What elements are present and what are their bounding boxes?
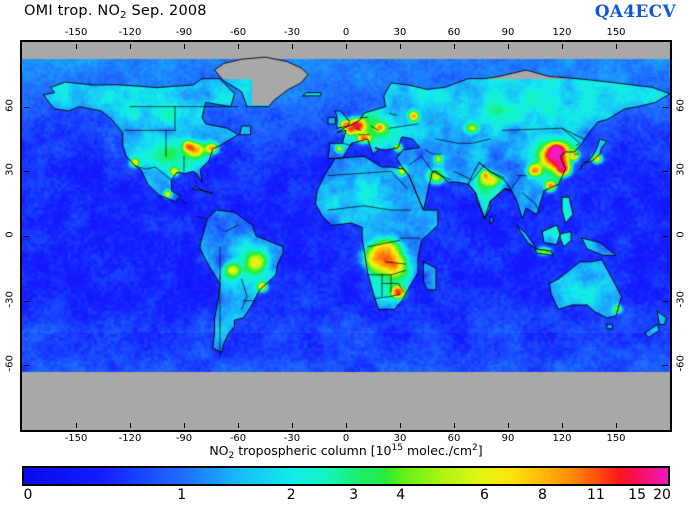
lon-label-top: -60	[229, 27, 247, 38]
lon-tick	[184, 44, 185, 49]
lon-tick	[346, 423, 347, 428]
colorbar-tick-label: 6	[479, 487, 489, 503]
lon-label-top: 120	[552, 27, 572, 38]
lon-label-bottom: 90	[501, 433, 515, 444]
lon-label-top: 60	[447, 27, 461, 38]
lon-tick	[400, 423, 401, 428]
lon-label-bottom: -30	[283, 433, 301, 444]
caption-molec: molec./cm	[402, 443, 473, 458]
caption-close: ]	[477, 443, 483, 458]
lat-label-right: 30	[675, 163, 687, 177]
lon-tick	[616, 44, 617, 49]
colorbar-tick-label: 0	[23, 487, 33, 503]
lon-tick	[508, 44, 509, 49]
lon-label-top: -90	[175, 27, 193, 38]
lat-label-left: -30	[4, 290, 16, 308]
lon-tick	[76, 44, 77, 49]
caption-no: NO	[209, 443, 229, 458]
lat-label-right: 60	[675, 98, 687, 112]
lat-label-right: -30	[675, 290, 687, 308]
lon-label-top: 0	[342, 27, 350, 38]
title-text: OMI trop. NO	[24, 3, 121, 19]
caption-mid: tropospheric column [10	[234, 443, 392, 458]
lon-tick	[184, 423, 185, 428]
lon-label-bottom: 120	[552, 433, 572, 444]
colorbar-tick-label: 2	[286, 487, 296, 503]
lon-tick	[454, 44, 455, 49]
lon-label-top: 30	[393, 27, 407, 38]
colorbar-caption: NO2 tropospheric column [1015 molec./cm2…	[209, 443, 483, 461]
lat-label-left: -60	[4, 355, 16, 372]
lon-tick	[238, 423, 239, 428]
lat-tick	[24, 106, 29, 108]
lat-tick	[663, 236, 668, 237]
caption-exp2: 2	[472, 443, 478, 453]
lon-tick	[346, 44, 347, 49]
lon-label-top: -30	[283, 27, 301, 38]
title-subscript: 2	[120, 10, 127, 21]
lat-label-left: 0	[4, 231, 16, 238]
caption-exp15: 15	[391, 443, 403, 453]
lon-tick	[616, 423, 617, 428]
lon-label-top: 90	[501, 27, 515, 38]
lon-label-bottom: -60	[229, 433, 247, 444]
lat-tick	[663, 300, 668, 302]
lat-label-left: 60	[4, 98, 16, 112]
colorbar-tick-label: 11	[586, 487, 605, 503]
colorbar-tick-label: 4	[396, 487, 406, 503]
colorbar-tick-label: 20	[653, 487, 671, 503]
lon-tick	[238, 44, 239, 49]
colorbar-tick-label: 8	[537, 487, 547, 503]
lat-tick	[24, 365, 29, 367]
lon-label-bottom: -120	[118, 433, 142, 444]
map-plot-area[interactable]	[20, 40, 672, 432]
colorbar-tick-label: 1	[177, 487, 187, 503]
lon-tick	[508, 423, 509, 428]
colorbar[interactable]	[22, 466, 670, 486]
lat-label-right: 0	[675, 231, 687, 238]
lon-label-bottom: -150	[64, 433, 88, 444]
lon-label-bottom: 150	[606, 433, 626, 444]
lat-label-left: 30	[4, 163, 16, 177]
lat-tick	[663, 365, 668, 367]
lon-tick	[562, 44, 563, 49]
qa4ecv-logo: QA4ECV	[594, 2, 676, 22]
lon-tick	[400, 44, 401, 49]
page-title: OMI trop. NO2 Sep. 2008	[24, 3, 207, 21]
title-date: Sep. 2008	[126, 3, 207, 19]
lon-label-bottom: 60	[447, 433, 461, 444]
lat-label-right: -60	[675, 355, 687, 372]
lon-label-bottom: 30	[393, 433, 407, 444]
lon-tick	[76, 423, 77, 428]
lon-label-bottom: -90	[175, 433, 193, 444]
caption-sub2: 2	[228, 451, 235, 461]
lon-label-top: 150	[606, 27, 626, 38]
lon-tick	[292, 44, 293, 49]
lat-tick	[24, 236, 29, 237]
lon-label-top: -120	[118, 27, 142, 38]
colorbar-gradient	[24, 468, 668, 484]
lon-label-bottom: 0	[342, 433, 350, 444]
no2-heatmap-canvas[interactable]	[22, 42, 670, 430]
lon-tick	[130, 44, 131, 49]
lat-tick	[663, 106, 668, 108]
lat-tick	[24, 171, 29, 173]
lon-tick	[562, 423, 563, 428]
lat-tick	[663, 171, 668, 173]
colorbar-tick-label: 15	[628, 487, 646, 503]
lat-tick	[24, 300, 29, 302]
colorbar-tick-label: 3	[349, 487, 359, 503]
lon-tick	[292, 423, 293, 428]
lon-tick	[454, 423, 455, 428]
lon-label-top: -150	[64, 27, 88, 38]
lon-tick	[130, 423, 131, 428]
